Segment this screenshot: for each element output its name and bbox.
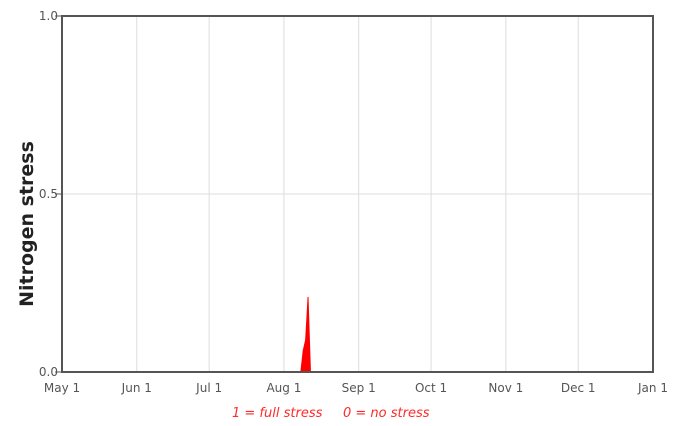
note-full-stress: 1 = full stress	[232, 406, 323, 421]
x-tick-label: Dec 1	[561, 381, 596, 395]
y-ticks: 0.0 0.5 1.0	[39, 9, 62, 379]
stress-area	[300, 297, 311, 373]
note-no-stress: 0 = no stress	[343, 406, 430, 421]
x-tick-label: Oct 1	[415, 381, 447, 395]
y-tick-label: 0.5	[39, 187, 58, 201]
data-point	[305, 339, 307, 341]
x-tick-label: Nov 1	[488, 381, 523, 395]
x-ticks: May 1 Jun 1 Jul 1 Aug 1 Sep 1 Oct 1 Nov 1 Dec 1…	[44, 381, 668, 395]
x-tick-label: Jun 1	[121, 381, 152, 395]
data-point	[302, 350, 304, 352]
x-tick-label: Jul 1	[195, 381, 222, 395]
series-area	[300, 296, 311, 373]
x-tick-label: Sep 1	[342, 381, 376, 395]
y-tick-label: 0.0	[39, 365, 58, 379]
data-point	[307, 296, 309, 298]
y-tick-label: 1.0	[39, 9, 58, 23]
grid	[62, 16, 653, 372]
x-tick-label: Jan 1	[637, 381, 668, 395]
x-tick-label: May 1	[44, 381, 80, 395]
x-tick-label: Aug 1	[266, 381, 301, 395]
y-axis-label: Nitrogen stress	[16, 141, 38, 307]
